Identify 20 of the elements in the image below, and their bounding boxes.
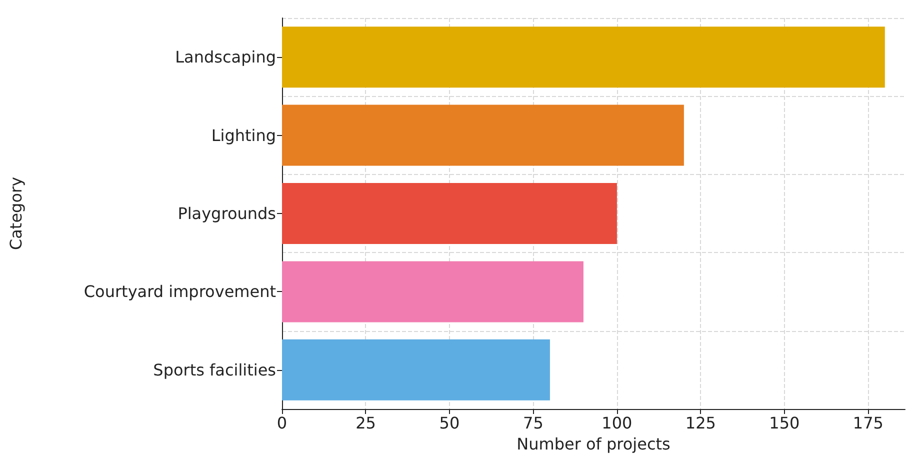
y-tick-label: Sports facilities bbox=[153, 360, 276, 380]
bar bbox=[282, 183, 617, 244]
bar bbox=[282, 339, 550, 400]
y-tick-label: Playgrounds bbox=[178, 204, 276, 223]
x-tick-label: 0 bbox=[276, 414, 288, 432]
x-tick-label: 100 bbox=[602, 414, 632, 432]
bar bbox=[282, 261, 584, 322]
x-tick-label: 75 bbox=[523, 414, 544, 432]
y-tick-label: Landscaping bbox=[175, 48, 276, 67]
y-axis-title: Category bbox=[6, 176, 26, 250]
y-tick-label: Courtyard improvement bbox=[84, 282, 276, 302]
y-tick-label: Lighting bbox=[211, 126, 276, 145]
x-tick-label: 175 bbox=[852, 414, 884, 432]
x-tick-label: 125 bbox=[685, 414, 716, 432]
bar bbox=[282, 104, 684, 166]
x-axis-title: Number of projects bbox=[516, 434, 670, 454]
x-tick-label: 25 bbox=[356, 414, 376, 432]
x-tick-label: 150 bbox=[769, 414, 800, 432]
x-tick-label: 50 bbox=[439, 414, 460, 432]
bar bbox=[282, 26, 885, 88]
